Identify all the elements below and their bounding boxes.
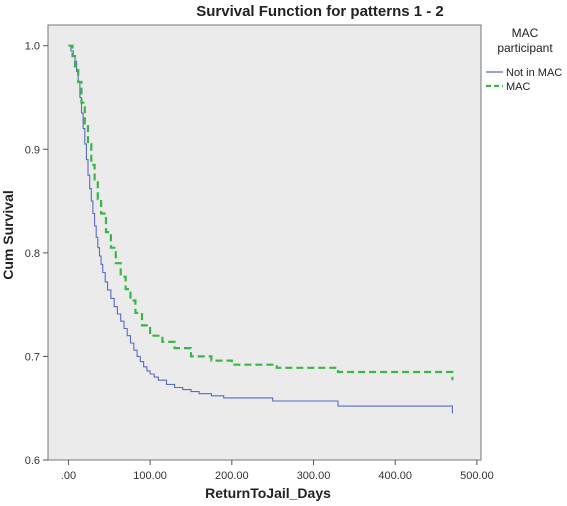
y-tick-label: 0.8 xyxy=(25,248,40,260)
plot-area xyxy=(47,24,482,461)
x-tick-label: 500.00 xyxy=(460,470,494,482)
x-axis-title: ReturnToJail_Days xyxy=(205,485,331,501)
series-line-1 xyxy=(68,45,453,414)
y-tick-label: 0.7 xyxy=(25,351,40,363)
legend-title-line-1: MAC xyxy=(512,26,539,40)
axis-ticks: .00 100.00 200.00 300.00 400.00 500.00 0.6 0.7 0… xyxy=(25,41,494,482)
legend-label-2: MAC xyxy=(506,81,531,93)
series-lines xyxy=(68,44,454,414)
legend-label-1: Not in MAC xyxy=(506,67,562,79)
legend-title-line-2: participant xyxy=(497,41,553,55)
x-tick-label: .00 xyxy=(61,470,76,482)
y-axis-title: Cum Survival xyxy=(0,190,16,279)
y-tick-label: 0.9 xyxy=(25,144,40,156)
y-tick-label: 1.0 xyxy=(25,41,40,53)
chart-title: Survival Function for patterns 1 - 2 xyxy=(196,3,444,20)
x-tick-label: 200.00 xyxy=(215,470,249,482)
series-line-2 xyxy=(68,44,454,381)
y-tick-label: 0.6 xyxy=(25,455,40,467)
x-tick-label: 100.00 xyxy=(133,470,167,482)
x-tick-label: 400.00 xyxy=(378,470,412,482)
legend: MAC participant Not in MAC MAC xyxy=(486,26,562,93)
x-tick-label: 300.00 xyxy=(297,470,331,482)
